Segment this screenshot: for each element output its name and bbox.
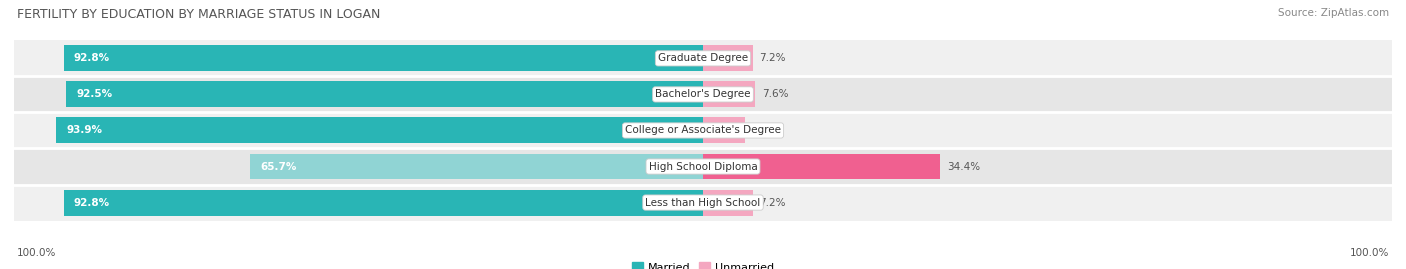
Bar: [56, 118, 703, 143]
Bar: [14, 76, 1392, 112]
Text: Source: ZipAtlas.com: Source: ZipAtlas.com: [1278, 8, 1389, 18]
Text: 92.8%: 92.8%: [75, 53, 110, 63]
Text: 100.0%: 100.0%: [1350, 248, 1389, 258]
Text: Bachelor's Degree: Bachelor's Degree: [655, 89, 751, 100]
Text: High School Diploma: High School Diploma: [648, 161, 758, 172]
Text: 92.8%: 92.8%: [75, 197, 110, 208]
Bar: [14, 148, 1392, 185]
Bar: [63, 190, 703, 215]
Text: FERTILITY BY EDUCATION BY MARRIAGE STATUS IN LOGAN: FERTILITY BY EDUCATION BY MARRIAGE STATU…: [17, 8, 380, 21]
Text: 7.2%: 7.2%: [759, 197, 786, 208]
Text: Graduate Degree: Graduate Degree: [658, 53, 748, 63]
Bar: [63, 45, 703, 71]
Text: 93.9%: 93.9%: [66, 125, 103, 136]
Bar: [14, 185, 1392, 221]
Text: College or Associate's Degree: College or Associate's Degree: [626, 125, 780, 136]
Bar: [703, 154, 941, 179]
Bar: [703, 82, 755, 107]
Text: 92.5%: 92.5%: [76, 89, 112, 100]
Text: 34.4%: 34.4%: [946, 161, 980, 172]
Bar: [703, 190, 752, 215]
Text: 65.7%: 65.7%: [260, 161, 297, 172]
Bar: [250, 154, 703, 179]
Text: Less than High School: Less than High School: [645, 197, 761, 208]
Bar: [14, 40, 1392, 76]
Bar: [703, 45, 752, 71]
Text: 7.6%: 7.6%: [762, 89, 789, 100]
Text: 7.2%: 7.2%: [759, 53, 786, 63]
Legend: Married, Unmarried: Married, Unmarried: [633, 262, 773, 269]
Bar: [66, 82, 703, 107]
Text: 6.1%: 6.1%: [752, 125, 779, 136]
Bar: [703, 118, 745, 143]
Text: 100.0%: 100.0%: [17, 248, 56, 258]
Bar: [14, 112, 1392, 148]
